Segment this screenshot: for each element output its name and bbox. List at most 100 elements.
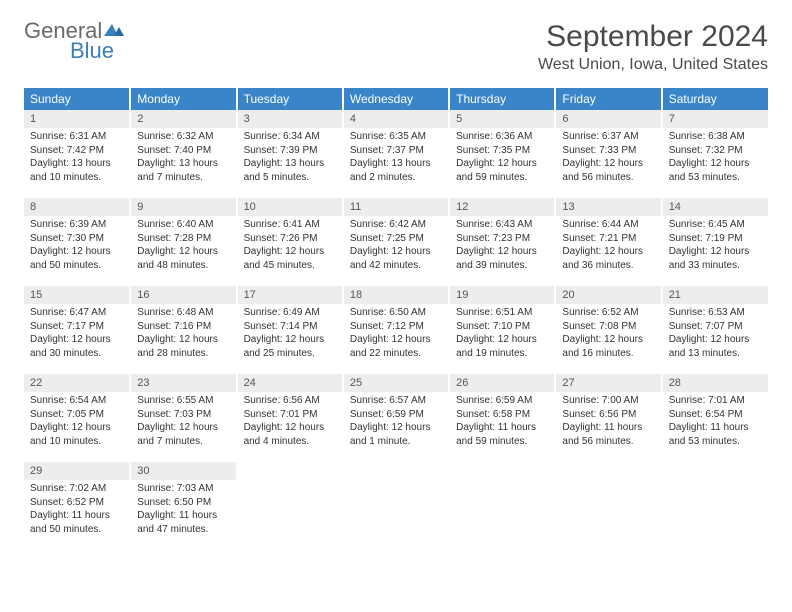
- calendar-day-cell: 15Sunrise: 6:47 AMSunset: 7:17 PMDayligh…: [24, 286, 130, 370]
- calendar-day-cell: 19Sunrise: 6:51 AMSunset: 7:10 PMDayligh…: [449, 286, 555, 370]
- day-info: Sunrise: 6:39 AMSunset: 7:30 PMDaylight:…: [24, 216, 129, 278]
- calendar-day-cell: 28Sunrise: 7:01 AMSunset: 6:54 PMDayligh…: [662, 374, 768, 458]
- day-number: 2: [131, 110, 235, 128]
- day-number: 20: [556, 286, 660, 304]
- day-number: 26: [450, 374, 554, 392]
- day-info: Sunrise: 6:57 AMSunset: 6:59 PMDaylight:…: [344, 392, 448, 454]
- weekday-header: Thursday: [449, 88, 555, 110]
- logo: General Blue: [24, 20, 124, 62]
- day-info: Sunrise: 6:32 AMSunset: 7:40 PMDaylight:…: [131, 128, 235, 190]
- calendar-day-cell: 18Sunrise: 6:50 AMSunset: 7:12 PMDayligh…: [343, 286, 449, 370]
- day-number: 27: [556, 374, 660, 392]
- location: West Union, Iowa, United States: [538, 56, 768, 74]
- calendar-day-cell: 29Sunrise: 7:02 AMSunset: 6:52 PMDayligh…: [24, 462, 130, 546]
- day-number: 21: [663, 286, 768, 304]
- calendar-day-cell: 4Sunrise: 6:35 AMSunset: 7:37 PMDaylight…: [343, 110, 449, 194]
- calendar-week-row: 22Sunrise: 6:54 AMSunset: 7:05 PMDayligh…: [24, 374, 768, 458]
- day-number: 24: [238, 374, 342, 392]
- day-number: 13: [556, 198, 660, 216]
- day-info: Sunrise: 6:55 AMSunset: 7:03 PMDaylight:…: [131, 392, 235, 454]
- day-info: Sunrise: 6:40 AMSunset: 7:28 PMDaylight:…: [131, 216, 235, 278]
- day-info: Sunrise: 6:37 AMSunset: 7:33 PMDaylight:…: [556, 128, 660, 190]
- calendar-day-cell: [555, 462, 661, 546]
- day-number: 7: [663, 110, 768, 128]
- day-info: Sunrise: 6:31 AMSunset: 7:42 PMDaylight:…: [24, 128, 129, 190]
- day-number: 28: [663, 374, 768, 392]
- day-number: 5: [450, 110, 554, 128]
- calendar-day-cell: 26Sunrise: 6:59 AMSunset: 6:58 PMDayligh…: [449, 374, 555, 458]
- calendar-day-cell: 21Sunrise: 6:53 AMSunset: 7:07 PMDayligh…: [662, 286, 768, 370]
- calendar-day-cell: 8Sunrise: 6:39 AMSunset: 7:30 PMDaylight…: [24, 198, 130, 282]
- day-info: Sunrise: 7:00 AMSunset: 6:56 PMDaylight:…: [556, 392, 660, 454]
- calendar-day-cell: 11Sunrise: 6:42 AMSunset: 7:25 PMDayligh…: [343, 198, 449, 282]
- day-number: 4: [344, 110, 448, 128]
- day-number: 10: [238, 198, 342, 216]
- day-number: 14: [663, 198, 768, 216]
- day-number: 9: [131, 198, 235, 216]
- day-number: 16: [131, 286, 235, 304]
- day-number: 30: [131, 462, 235, 480]
- day-info: Sunrise: 6:47 AMSunset: 7:17 PMDaylight:…: [24, 304, 129, 366]
- weekday-header: Tuesday: [237, 88, 343, 110]
- day-info: Sunrise: 7:01 AMSunset: 6:54 PMDaylight:…: [663, 392, 768, 454]
- day-info: Sunrise: 6:59 AMSunset: 6:58 PMDaylight:…: [450, 392, 554, 454]
- calendar-day-cell: 6Sunrise: 6:37 AMSunset: 7:33 PMDaylight…: [555, 110, 661, 194]
- day-number: 19: [450, 286, 554, 304]
- calendar-week-row: 29Sunrise: 7:02 AMSunset: 6:52 PMDayligh…: [24, 462, 768, 546]
- day-number: 12: [450, 198, 554, 216]
- calendar-day-cell: 24Sunrise: 6:56 AMSunset: 7:01 PMDayligh…: [237, 374, 343, 458]
- calendar-week-row: 1Sunrise: 6:31 AMSunset: 7:42 PMDaylight…: [24, 110, 768, 194]
- day-number: 22: [24, 374, 129, 392]
- day-info: Sunrise: 6:53 AMSunset: 7:07 PMDaylight:…: [663, 304, 768, 366]
- day-info: Sunrise: 6:44 AMSunset: 7:21 PMDaylight:…: [556, 216, 660, 278]
- calendar-week-row: 15Sunrise: 6:47 AMSunset: 7:17 PMDayligh…: [24, 286, 768, 370]
- weekday-header: Sunday: [24, 88, 130, 110]
- day-number: 1: [24, 110, 129, 128]
- day-info: Sunrise: 6:41 AMSunset: 7:26 PMDaylight:…: [238, 216, 342, 278]
- day-info: Sunrise: 6:34 AMSunset: 7:39 PMDaylight:…: [238, 128, 342, 190]
- title-block: September 2024 West Union, Iowa, United …: [538, 20, 768, 74]
- day-info: Sunrise: 6:49 AMSunset: 7:14 PMDaylight:…: [238, 304, 342, 366]
- day-number: 29: [24, 462, 129, 480]
- calendar-day-cell: 30Sunrise: 7:03 AMSunset: 6:50 PMDayligh…: [130, 462, 236, 546]
- weekday-header: Wednesday: [343, 88, 449, 110]
- day-info: Sunrise: 6:36 AMSunset: 7:35 PMDaylight:…: [450, 128, 554, 190]
- day-number: 25: [344, 374, 448, 392]
- day-number: 23: [131, 374, 235, 392]
- weekday-header: Monday: [130, 88, 236, 110]
- calendar-day-cell: [662, 462, 768, 546]
- day-info: Sunrise: 6:35 AMSunset: 7:37 PMDaylight:…: [344, 128, 448, 190]
- day-info: Sunrise: 6:48 AMSunset: 7:16 PMDaylight:…: [131, 304, 235, 366]
- day-info: Sunrise: 7:02 AMSunset: 6:52 PMDaylight:…: [24, 480, 129, 542]
- day-info: Sunrise: 6:43 AMSunset: 7:23 PMDaylight:…: [450, 216, 554, 278]
- day-info: Sunrise: 6:45 AMSunset: 7:19 PMDaylight:…: [663, 216, 768, 278]
- day-number: 8: [24, 198, 129, 216]
- calendar-day-cell: 2Sunrise: 6:32 AMSunset: 7:40 PMDaylight…: [130, 110, 236, 194]
- calendar-day-cell: 20Sunrise: 6:52 AMSunset: 7:08 PMDayligh…: [555, 286, 661, 370]
- weekday-header-row: SundayMondayTuesdayWednesdayThursdayFrid…: [24, 88, 768, 110]
- calendar-day-cell: 13Sunrise: 6:44 AMSunset: 7:21 PMDayligh…: [555, 198, 661, 282]
- day-info: Sunrise: 6:54 AMSunset: 7:05 PMDaylight:…: [24, 392, 129, 454]
- day-number: 11: [344, 198, 448, 216]
- calendar-day-cell: 3Sunrise: 6:34 AMSunset: 7:39 PMDaylight…: [237, 110, 343, 194]
- calendar-table: SundayMondayTuesdayWednesdayThursdayFrid…: [24, 88, 768, 550]
- day-info: Sunrise: 6:52 AMSunset: 7:08 PMDaylight:…: [556, 304, 660, 366]
- logo-word2: Blue: [70, 40, 124, 62]
- calendar-day-cell: 22Sunrise: 6:54 AMSunset: 7:05 PMDayligh…: [24, 374, 130, 458]
- day-number: 3: [238, 110, 342, 128]
- calendar-day-cell: 7Sunrise: 6:38 AMSunset: 7:32 PMDaylight…: [662, 110, 768, 194]
- calendar-day-cell: 27Sunrise: 7:00 AMSunset: 6:56 PMDayligh…: [555, 374, 661, 458]
- calendar-day-cell: 23Sunrise: 6:55 AMSunset: 7:03 PMDayligh…: [130, 374, 236, 458]
- calendar-day-cell: 12Sunrise: 6:43 AMSunset: 7:23 PMDayligh…: [449, 198, 555, 282]
- calendar-day-cell: [343, 462, 449, 546]
- calendar-day-cell: 14Sunrise: 6:45 AMSunset: 7:19 PMDayligh…: [662, 198, 768, 282]
- day-info: Sunrise: 7:03 AMSunset: 6:50 PMDaylight:…: [131, 480, 235, 542]
- day-info: Sunrise: 6:51 AMSunset: 7:10 PMDaylight:…: [450, 304, 554, 366]
- calendar-day-cell: [237, 462, 343, 546]
- calendar-day-cell: 16Sunrise: 6:48 AMSunset: 7:16 PMDayligh…: [130, 286, 236, 370]
- weekday-header: Saturday: [662, 88, 768, 110]
- header: General Blue September 2024 West Union, …: [24, 20, 768, 74]
- calendar-day-cell: [449, 462, 555, 546]
- weekday-header: Friday: [555, 88, 661, 110]
- day-number: 18: [344, 286, 448, 304]
